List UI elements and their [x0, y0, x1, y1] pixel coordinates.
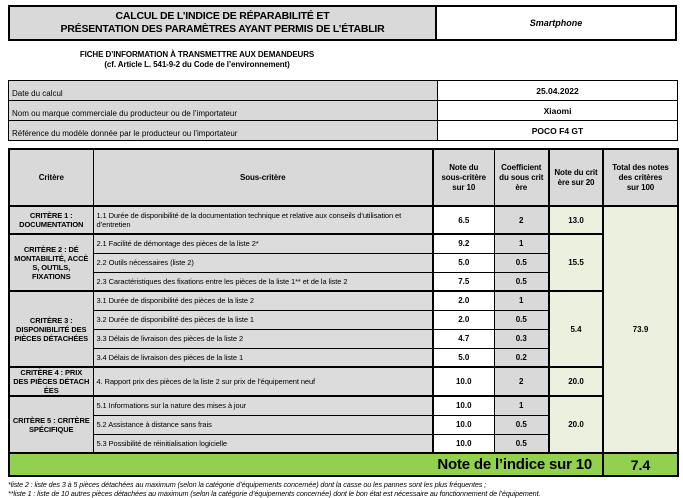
table-row: CRITÈRE 2 : DÉ MONTABILITÉ, ACCÈ S, OUTI… — [8, 233, 678, 292]
subcriterion-3-4-score: 5.0 — [432, 347, 495, 368]
table-row: Date du calcul 25.04.2022 — [8, 80, 678, 101]
criterion-3-score-20: 5.4 — [548, 290, 604, 368]
col-header-sous-critere: Sous-critère — [92, 148, 434, 207]
criterion-5-label: CRITÈRE 5 : CRITÈRE SPÉCIFIQUE — [8, 395, 94, 454]
table-row: CRITÈRE 3 : DISPONIBILITÉ DES PIÈCES DÉT… — [8, 290, 678, 368]
subcriterion-5-3-score: 10.0 — [432, 433, 495, 454]
subcriterion-5-3-coefficient: 0.5 — [493, 433, 550, 454]
subcriterion-3-1-coefficient: 1 — [493, 290, 550, 311]
subcriterion-2-2-coefficient: 0.5 — [493, 252, 550, 273]
subcriterion-2-3-coefficient: 0.5 — [493, 271, 550, 292]
criterion-4-score-20: 20.0 — [548, 366, 604, 397]
footnote-liste-1: **liste 1 : liste de 10 autres pièces dé… — [8, 489, 541, 498]
info-value-brand: Xiaomi — [437, 100, 678, 121]
table-row: CRITÈRE 5 : CRITÈRE SPÉCIFIQUE 5.1 Infor… — [8, 395, 678, 454]
final-index-row: Note de l’indice sur 10 7.4 — [8, 452, 679, 477]
table-row: 3.4 Délais de livraison des pièces de la… — [9, 347, 678, 368]
final-index-label: Note de l’indice sur 10 — [8, 452, 604, 477]
final-index-value: 7.4 — [602, 452, 679, 477]
criterion-5-score-20: 20.0 — [548, 395, 604, 454]
document-subtitle: FICHE D’INFORMATION À TRANSMETTRE AUX DE… — [79, 50, 315, 69]
criterion-2-label: CRITÈRE 2 : DÉ MONTABILITÉ, ACCÈ S, OUTI… — [8, 233, 94, 292]
criterion-3-label: CRITÈRE 3 : DISPONIBILITÉ DES PIÈCES DÉT… — [8, 290, 94, 368]
subcriterion-3-1-score: 2.0 — [432, 290, 495, 311]
subcriterion-2-3-score: 7.5 — [432, 271, 495, 292]
footnotes: *liste 2 : liste des 3 à 5 pièces détach… — [8, 480, 677, 498]
subcriterion-5-1-coefficient: 1 — [493, 395, 550, 416]
document-title: CALCUL DE L’INDICE DE RÉPARABILITÉ ET PR… — [8, 5, 437, 41]
table-header-row: Critère Sous-critère Note du sous-critèr… — [8, 148, 679, 207]
subcriterion-3-2-coefficient: 0.5 — [493, 309, 550, 330]
table-row: 3.2 Durée de disponibilité des pièces de… — [9, 309, 678, 330]
table-row: Nom ou marque commerciale du producteur … — [8, 100, 678, 121]
col-header-note-sous-critere: Note du sous-critère sur 10 — [432, 148, 495, 207]
table-row: CRITÈRE 4 : PRIX DES PIÈCES DÉTACH ÉES 4… — [8, 366, 678, 397]
subcriterion-2-1-coefficient: 1 — [493, 233, 550, 254]
info-label-model: Référence du modèle donnée par le produc… — [8, 120, 438, 141]
col-header-critere: Critère — [8, 148, 94, 207]
info-value-date: 25.04.2022 — [437, 80, 678, 101]
subcriterion-3-1-label: 3.1 Durée de disponibilité des pièces de… — [92, 290, 434, 311]
col-header-total: Total des notes des critères sur 100 — [602, 148, 679, 207]
subcriterion-4-coefficient: 2 — [493, 366, 550, 397]
total-score-100: 73.9 — [602, 205, 679, 454]
subcriterion-3-4-coefficient: 0.2 — [493, 347, 550, 368]
criterion-4-label: CRITÈRE 4 : PRIX DES PIÈCES DÉTACH ÉES — [8, 366, 94, 397]
subcriterion-3-3-label: 3.3 Délais de livraison des pièces de la… — [92, 328, 434, 349]
table-row: CRITÈRE 1 : DOCUMENTATION 1.1 Durée de d… — [8, 205, 679, 454]
info-label-brand: Nom ou marque commerciale du producteur … — [8, 100, 438, 121]
subcriterion-5-1-label: 5.1 Informations sur la nature des mises… — [92, 395, 434, 416]
table-row: 5.2 Assistance à distance sans frais 10.… — [9, 414, 678, 435]
product-category: Smartphone — [437, 5, 677, 41]
info-value-model: POCO F4 GT — [437, 120, 678, 141]
subcriterion-3-4-label: 3.4 Délais de livraison des pièces de la… — [92, 347, 434, 368]
footnote-liste-2: *liste 2 : liste des 3 à 5 pièces détach… — [8, 480, 487, 489]
subcriterion-2-3-label: 2.3 Caractéristiques des fixations entre… — [92, 271, 434, 292]
criterion-1-label: CRITÈRE 1 : DOCUMENTATION — [8, 205, 94, 235]
subcriterion-2-2-score: 5.0 — [432, 252, 495, 273]
subcriterion-2-1-label: 2.1 Facilité de démontage des pièces de … — [92, 233, 434, 254]
criterion-2-score-20: 15.5 — [548, 233, 604, 292]
subcriterion-3-3-score: 4.7 — [432, 328, 495, 349]
subcriterion-5-2-label: 5.2 Assistance à distance sans frais — [92, 414, 434, 435]
subcriterion-2-2-label: 2.2 Outils nécessaires (liste 2) — [92, 252, 434, 273]
table-row: 3.3 Délais de livraison des pièces de la… — [9, 328, 678, 349]
info-label-date: Date du calcul — [8, 80, 438, 101]
table-row: 5.3 Possibilité de réinitialisation logi… — [9, 433, 678, 454]
subcriterion-2-1-score: 9.2 — [432, 233, 495, 254]
score-table: Critère Sous-critère Note du sous-critèr… — [8, 148, 679, 477]
subcriterion-1-1-label: 1.1 Durée de disponibilité de la documen… — [92, 205, 434, 235]
subcriterion-5-2-coefficient: 0.5 — [493, 414, 550, 435]
subcriterion-3-2-label: 3.2 Durée de disponibilité des pièces de… — [92, 309, 434, 330]
subcriterion-3-3-coefficient: 0.3 — [493, 328, 550, 349]
product-info-table: Date du calcul 25.04.2022 Nom ou marque … — [8, 80, 678, 141]
subcriterion-1-1-score: 6.5 — [432, 205, 495, 235]
subcriterion-4-label: 4. Rapport prix des pièces de la liste 2… — [92, 366, 434, 397]
col-header-note-critere: Note du crit ère sur 20 — [548, 148, 604, 207]
title-band: CALCUL DE L’INDICE DE RÉPARABILITÉ ET PR… — [8, 5, 677, 41]
criterion-1-score-20: 13.0 — [548, 205, 604, 235]
col-header-coefficient: Coefficient du sous crit ère — [493, 148, 550, 207]
subcriterion-1-1-coefficient: 2 — [493, 205, 550, 235]
subcriterion-4-score: 10.0 — [432, 366, 495, 397]
subcriterion-5-2-score: 10.0 — [432, 414, 495, 435]
table-row: Référence du modèle donnée par le produc… — [8, 120, 678, 141]
subcriterion-5-1-score: 10.0 — [432, 395, 495, 416]
subcriterion-3-2-score: 2.0 — [432, 309, 495, 330]
subcriterion-5-3-label: 5.3 Possibilité de réinitialisation logi… — [92, 433, 434, 454]
